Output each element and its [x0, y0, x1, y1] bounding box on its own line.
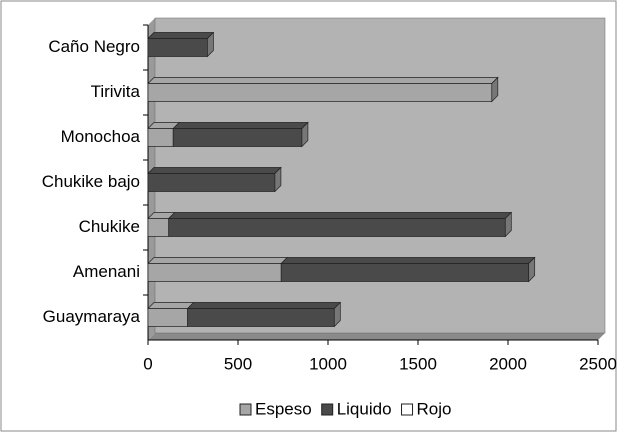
bar	[168, 218, 506, 237]
bar	[147, 263, 282, 282]
legend-swatch	[401, 403, 414, 416]
y-tick-label: Chukike bajo	[42, 172, 140, 191]
bar	[147, 173, 276, 192]
bar-end	[274, 166, 282, 193]
bar-end	[491, 76, 499, 103]
bar-end	[504, 211, 512, 238]
legend-label: Liquido	[337, 399, 392, 418]
legend-label: Espeso	[255, 399, 312, 418]
bar-top	[147, 167, 282, 174]
x-tick-label: 0	[143, 354, 152, 373]
bar	[147, 38, 208, 57]
y-tick-label: Guaymaraya	[43, 307, 141, 326]
legend-swatch	[239, 403, 252, 416]
bar-top	[147, 302, 195, 309]
bar-end	[301, 121, 309, 148]
bar-end	[207, 31, 214, 58]
y-tick-label: Caño Negro	[48, 37, 140, 56]
legend-label: Rojo	[417, 399, 452, 418]
bar	[172, 128, 303, 147]
bar-top	[147, 257, 289, 264]
bar-top	[280, 257, 536, 264]
y-tick-label: Tirivita	[91, 82, 141, 101]
plot-floor	[148, 333, 605, 340]
bar	[147, 308, 188, 327]
bar-top	[147, 32, 215, 39]
x-tick-label: 2000	[489, 354, 527, 373]
bar	[147, 218, 170, 237]
y-tick-label: Monochoa	[61, 127, 141, 146]
y-tick-label: Chukike	[79, 217, 140, 236]
bar	[280, 263, 530, 282]
x-tick-label: 1000	[309, 354, 347, 373]
bar-top	[167, 212, 513, 219]
x-tick-label: 500	[224, 354, 252, 373]
x-tick-label: 2500	[579, 354, 617, 373]
bar	[187, 308, 335, 327]
bar	[147, 83, 493, 102]
bar-top	[172, 122, 309, 129]
bar-top	[147, 77, 499, 84]
bar-end	[528, 256, 536, 283]
bar	[147, 128, 174, 147]
bar-end	[333, 301, 341, 328]
x-tick-label: 1500	[399, 354, 437, 373]
bar-top	[186, 302, 342, 309]
legend-swatch	[321, 403, 334, 416]
y-tick-label: Amenani	[73, 262, 140, 281]
